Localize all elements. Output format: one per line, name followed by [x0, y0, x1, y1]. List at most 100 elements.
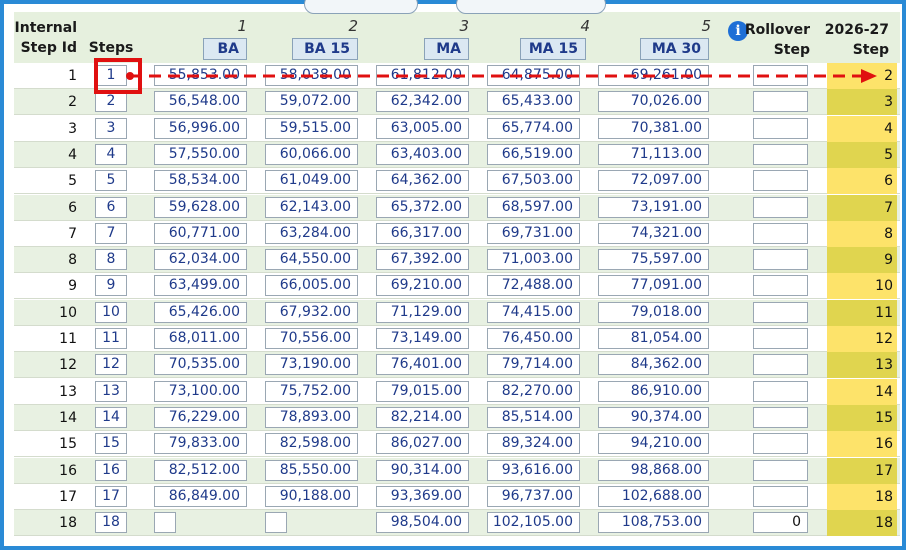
salary-input-col-2[interactable]	[265, 512, 287, 534]
salary-input-col-4[interactable]: 67,503.00	[487, 170, 580, 192]
salary-input-col-4[interactable]: 96,737.00	[487, 485, 580, 507]
salary-input-col-3[interactable]: 73,149.00	[376, 328, 469, 349]
salary-input-col-1[interactable]	[154, 512, 176, 534]
step-input[interactable]: 12	[95, 354, 127, 376]
rollover-step-input[interactable]	[753, 117, 808, 139]
rollover-step-input[interactable]	[753, 170, 808, 192]
salary-input-col-5[interactable]: 71,113.00	[598, 143, 709, 165]
rollover-step-input[interactable]	[753, 301, 808, 323]
salary-input-col-1[interactable]: 79,833.00	[154, 433, 247, 455]
salary-input-col-5[interactable]: 73,191.00	[598, 196, 709, 218]
column-ba-button[interactable]: BA	[203, 38, 247, 60]
salary-input-col-1[interactable]: 56,548.00	[154, 91, 247, 113]
column-ba15-button[interactable]: BA 15	[292, 38, 358, 60]
salary-input-col-3[interactable]: 64,362.00	[376, 170, 469, 192]
salary-input-col-1[interactable]: 73,100.00	[154, 380, 247, 402]
step-input[interactable]: 13	[95, 380, 127, 402]
salary-input-col-5[interactable]: 74,321.00	[598, 222, 709, 244]
salary-input-col-5[interactable]: 94,210.00	[598, 433, 709, 455]
salary-input-col-4[interactable]: 68,597.00	[487, 196, 580, 218]
salary-input-col-3[interactable]: 63,005.00	[376, 117, 469, 139]
salary-input-col-1[interactable]: 56,996.00	[154, 117, 247, 139]
salary-input-col-3[interactable]: 98,504.00	[376, 512, 469, 534]
rollover-step-input[interactable]	[753, 222, 808, 244]
salary-input-col-5[interactable]: 77,091.00	[598, 275, 709, 297]
salary-input-col-2[interactable]: 59,072.00	[265, 91, 358, 113]
salary-input-col-3[interactable]: 62,342.00	[376, 91, 469, 113]
step-input[interactable]: 3	[95, 117, 127, 139]
salary-input-col-1[interactable]: 62,034.00	[154, 249, 247, 271]
salary-input-col-2[interactable]: 82,598.00	[265, 433, 358, 455]
step-input[interactable]: 14	[95, 406, 127, 428]
rollover-step-input[interactable]	[753, 196, 808, 218]
rollover-step-input[interactable]	[753, 406, 808, 428]
salary-input-col-4[interactable]: 66,519.00	[487, 143, 580, 165]
salary-input-col-3[interactable]: 90,314.00	[376, 459, 469, 481]
salary-input-col-5[interactable]: 98,868.00	[598, 459, 709, 481]
salary-input-col-3[interactable]: 82,214.00	[376, 406, 469, 428]
salary-input-col-3[interactable]: 66,317.00	[376, 222, 469, 244]
step-input[interactable]: 9	[95, 275, 127, 297]
step-input[interactable]: 10	[95, 301, 127, 323]
column-ma15-button[interactable]: MA 15	[520, 38, 586, 60]
step-input[interactable]: 6	[95, 196, 127, 218]
step-input[interactable]: 15	[95, 433, 127, 455]
salary-input-col-5[interactable]: 75,597.00	[598, 249, 709, 271]
step-input[interactable]: 7	[95, 222, 127, 244]
salary-input-col-2[interactable]: 66,005.00	[265, 275, 358, 297]
salary-input-col-3[interactable]: 63,403.00	[376, 143, 469, 165]
salary-input-col-5[interactable]: 72,097.00	[598, 170, 709, 192]
rollover-step-input[interactable]	[753, 433, 808, 455]
salary-input-col-4[interactable]: 72,488.00	[487, 275, 580, 297]
salary-input-col-5[interactable]: 70,381.00	[598, 117, 709, 139]
info-icon[interactable]: i	[728, 21, 748, 41]
salary-input-col-2[interactable]: 64,550.00	[265, 249, 358, 271]
salary-input-col-1[interactable]: 59,628.00	[154, 196, 247, 218]
salary-input-col-1[interactable]: 70,535.00	[154, 354, 247, 376]
salary-input-col-2[interactable]: 67,932.00	[265, 301, 358, 323]
salary-input-col-3[interactable]: 79,015.00	[376, 380, 469, 402]
salary-input-col-2[interactable]: 90,188.00	[265, 485, 358, 507]
rollover-step-input[interactable]	[753, 485, 808, 507]
step-input[interactable]: 4	[95, 143, 127, 165]
salary-input-col-5[interactable]: 81,054.00	[598, 328, 709, 349]
step-input[interactable]: 8	[95, 249, 127, 271]
salary-input-col-2[interactable]: 62,143.00	[265, 196, 358, 218]
salary-input-col-3[interactable]: 69,210.00	[376, 275, 469, 297]
salary-input-col-3[interactable]: 76,401.00	[376, 354, 469, 376]
salary-input-col-2[interactable]: 61,049.00	[265, 170, 358, 192]
salary-input-col-1[interactable]: 58,534.00	[154, 170, 247, 192]
salary-input-col-4[interactable]: 76,450.00	[487, 328, 580, 349]
rollover-step-input[interactable]: 0	[753, 512, 808, 534]
salary-input-col-4[interactable]: 85,514.00	[487, 406, 580, 428]
step-input[interactable]: 5	[95, 170, 127, 192]
header-tab-left[interactable]	[304, 0, 418, 14]
salary-input-col-2[interactable]: 73,190.00	[265, 354, 358, 376]
salary-input-col-1[interactable]: 82,512.00	[154, 459, 247, 481]
salary-input-col-5[interactable]: 84,362.00	[598, 354, 709, 376]
salary-input-col-4[interactable]: 102,105.00	[487, 512, 580, 534]
rollover-step-input[interactable]	[753, 354, 808, 376]
salary-input-col-4[interactable]: 74,415.00	[487, 301, 580, 323]
rollover-step-input[interactable]	[753, 249, 808, 271]
salary-input-col-5[interactable]: 90,374.00	[598, 406, 709, 428]
salary-input-col-1[interactable]: 57,550.00	[154, 143, 247, 165]
salary-input-col-2[interactable]: 70,556.00	[265, 328, 358, 349]
header-tab-right[interactable]	[456, 0, 606, 14]
salary-input-col-1[interactable]: 76,229.00	[154, 406, 247, 428]
salary-input-col-1[interactable]: 65,426.00	[154, 301, 247, 323]
salary-input-col-5[interactable]: 86,910.00	[598, 380, 709, 402]
salary-input-col-3[interactable]: 93,369.00	[376, 485, 469, 507]
salary-input-col-4[interactable]: 69,731.00	[487, 222, 580, 244]
salary-input-col-4[interactable]: 65,433.00	[487, 91, 580, 113]
rollover-step-input[interactable]	[753, 275, 808, 297]
salary-input-col-1[interactable]: 60,771.00	[154, 222, 247, 244]
salary-input-col-3[interactable]: 65,372.00	[376, 196, 469, 218]
salary-input-col-4[interactable]: 82,270.00	[487, 380, 580, 402]
salary-input-col-5[interactable]: 108,753.00	[598, 512, 709, 534]
rollover-step-input[interactable]	[753, 459, 808, 481]
salary-input-col-4[interactable]: 93,616.00	[487, 459, 580, 481]
salary-input-col-3[interactable]: 67,392.00	[376, 249, 469, 271]
salary-input-col-1[interactable]: 68,011.00	[154, 328, 247, 349]
salary-input-col-2[interactable]: 85,550.00	[265, 459, 358, 481]
